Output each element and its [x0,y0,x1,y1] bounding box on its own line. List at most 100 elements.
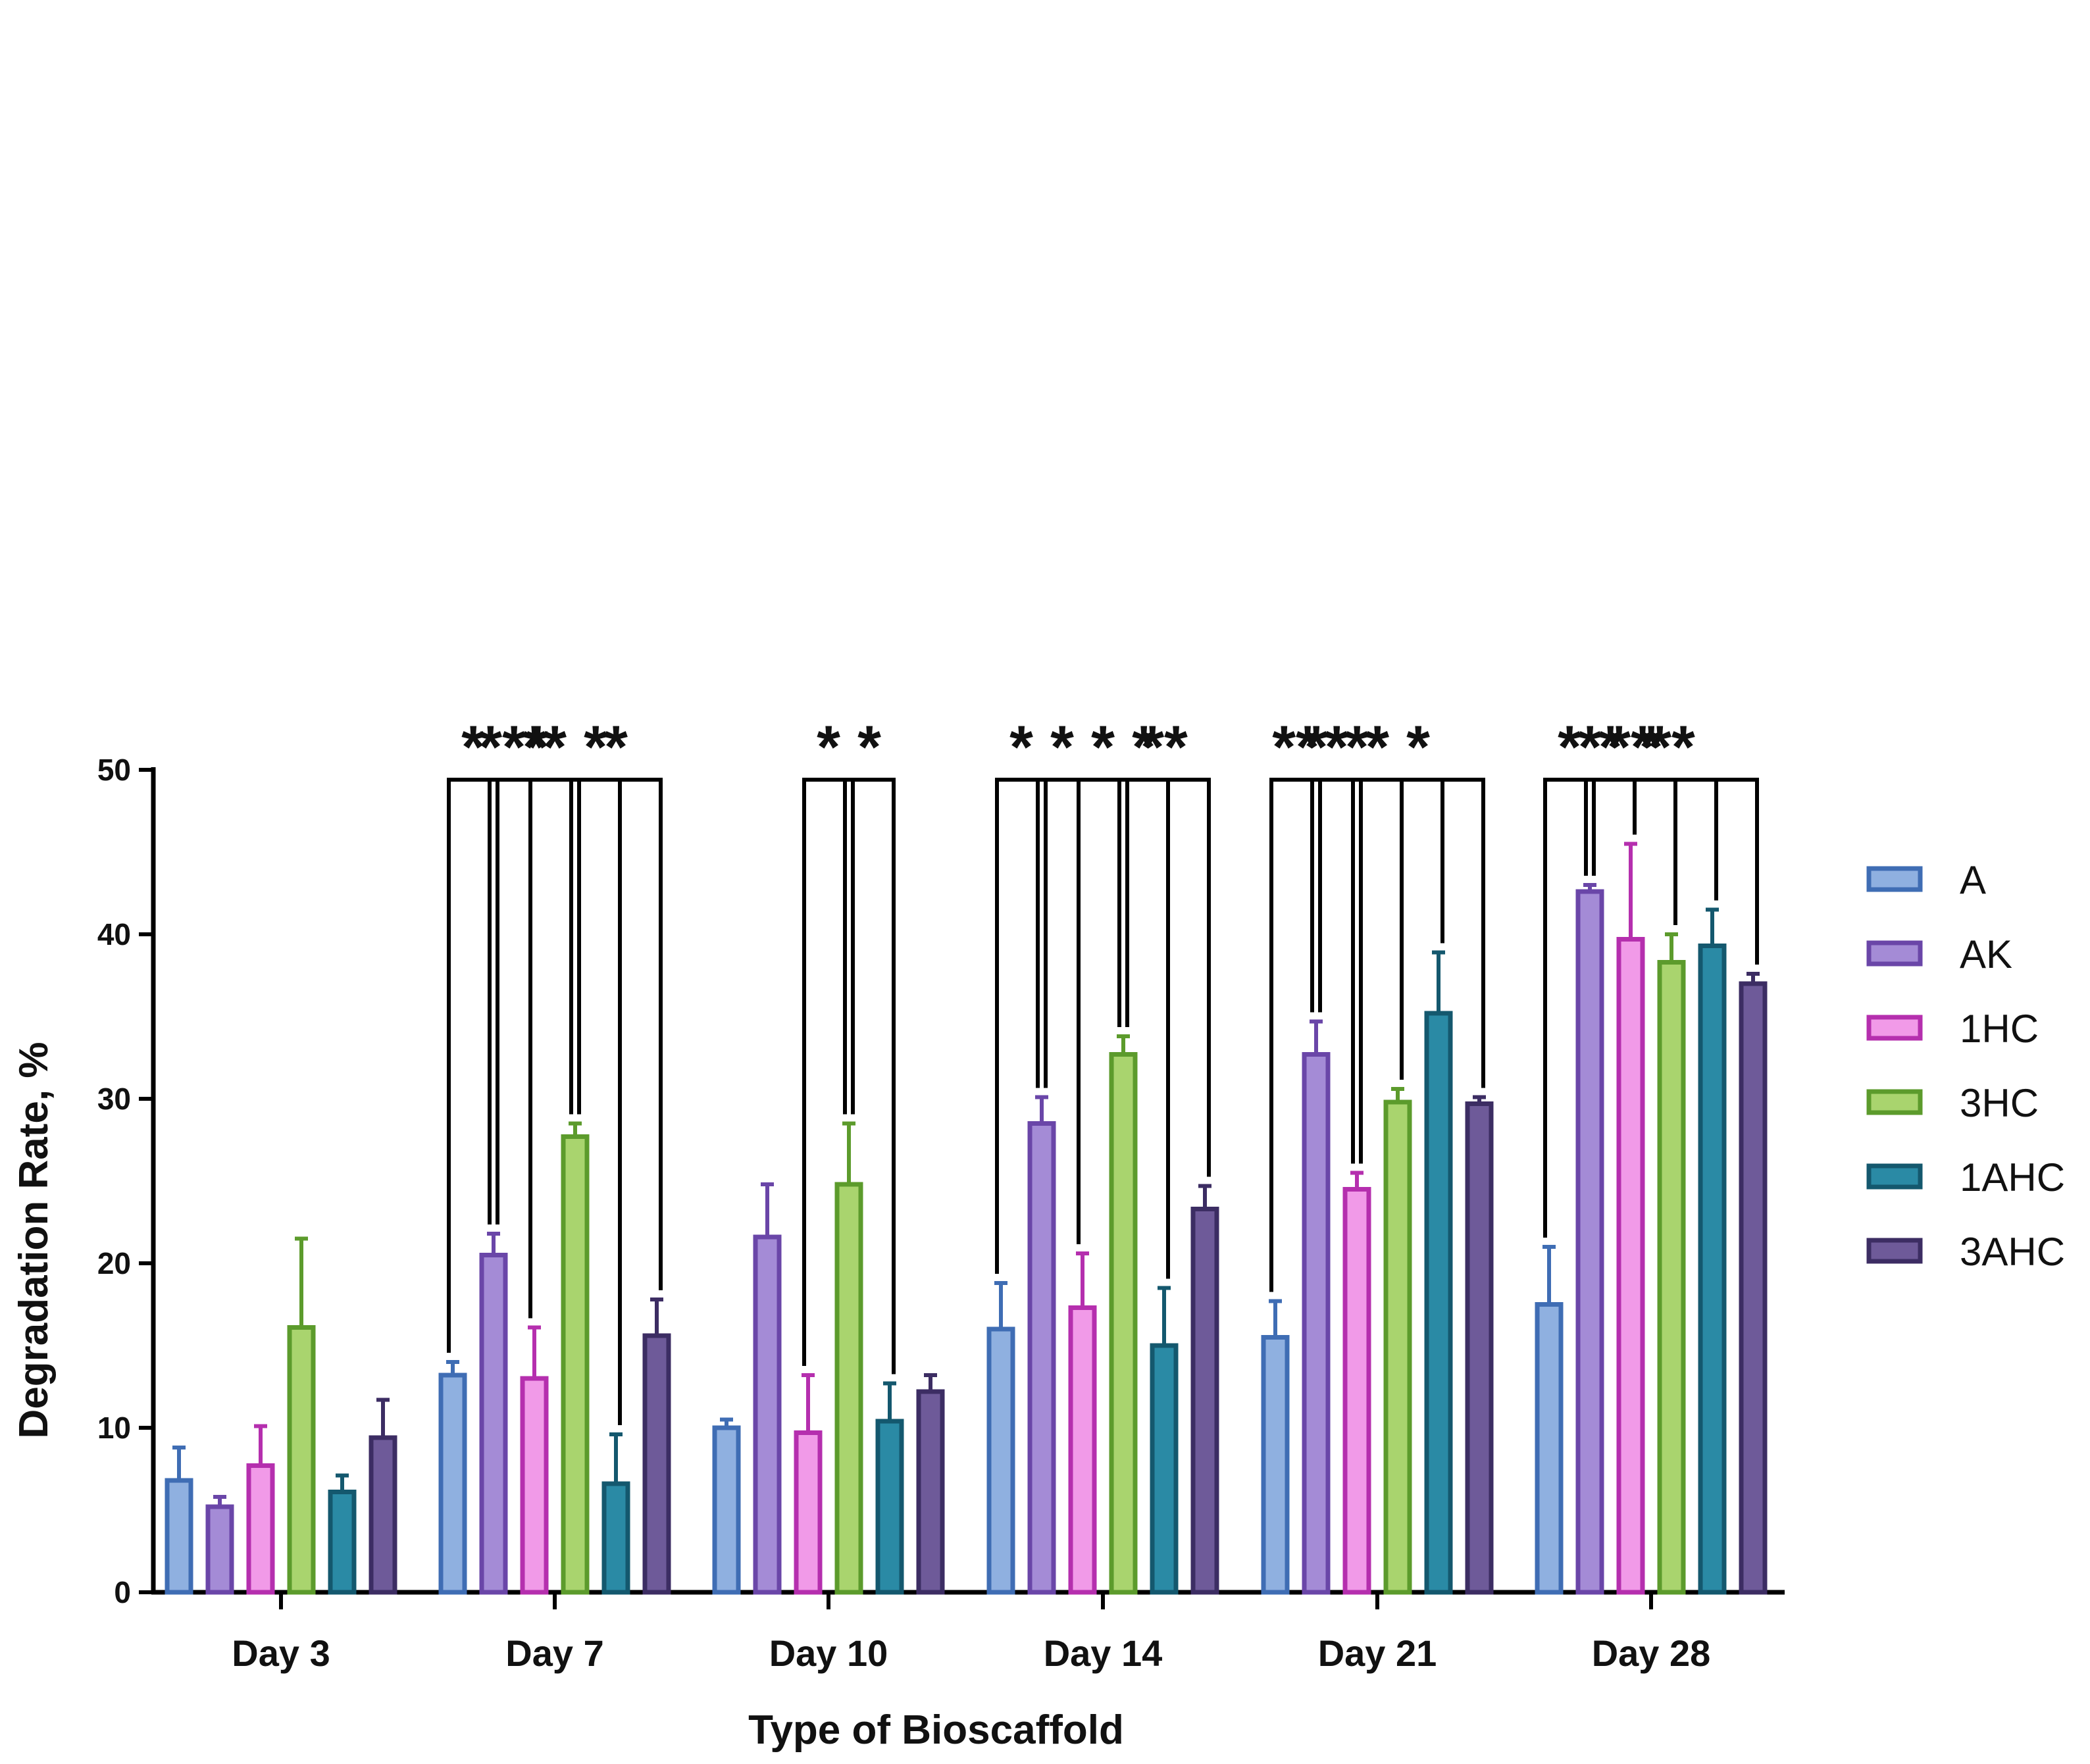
bar [1027,1121,1056,1595]
bar [1383,1099,1412,1595]
significance-bracket [447,778,581,1353]
bar [875,1419,904,1595]
axes-group: 0 10 20 30 40 50 Day 3 Day 7 Day 10 Day 14 Day 21 D… [97,753,1785,1674]
significance-bracket [802,778,855,1366]
bar [328,1490,357,1595]
significance-label: * [584,714,607,781]
y-axis-title: Degradation Rate, % [11,1042,57,1439]
x-tick-label: Day 10 [769,1632,888,1674]
legend-label: AK [1960,932,2012,976]
significance-label: * [1132,714,1156,781]
legend-swatch [1866,1163,1923,1190]
bar [1342,1187,1371,1595]
significance-bracket [1543,778,1759,1238]
legend-swatch [1866,1015,1923,1041]
significance-label: * [857,714,881,781]
bar [479,1253,508,1595]
legend-label: 3AHC [1960,1230,2065,1274]
significance-label: * [522,714,546,781]
bar [1657,960,1686,1595]
significance-label: * [604,714,628,781]
bar [561,1134,590,1595]
significance-label: ** [1648,714,1695,781]
legend-swatch [1866,940,1923,967]
y-tick-label: 0 [114,1575,131,1609]
bar [1261,1335,1290,1595]
significance-bracket [995,778,1129,1274]
y-tick-label: 40 [97,917,131,951]
bar [1068,1305,1097,1595]
legend-label: 3HC [1960,1081,2039,1125]
significance-group: * * ** ***** * * * ** **** ** ** ***** * ******* [447,714,1759,1425]
bar [438,1373,467,1595]
bar [986,1326,1015,1595]
bar [1535,1302,1564,1595]
significance-label: * [543,714,567,781]
legend: A AK 1HC 3HC 1AHC 3AHC [1866,858,2065,1274]
bar [1150,1343,1179,1595]
bar [753,1234,782,1595]
bar [1698,944,1727,1595]
legend-label: 1AHC [1960,1155,2065,1199]
bar [1575,889,1604,1595]
significance-bracket [1269,778,1404,1292]
significance-label: * [1365,714,1389,781]
bar [246,1463,275,1595]
significance-label: * [1091,714,1115,781]
bar [287,1325,316,1595]
significance-label: * [1345,714,1369,781]
bar [1616,937,1645,1595]
significance-label: ** [1272,714,1319,781]
legend-label: A [1960,858,1986,902]
bar [1465,1101,1494,1595]
x-tick-label: Day 21 [1318,1632,1437,1674]
x-tick-label: Day 3 [232,1632,330,1674]
bar [601,1481,630,1595]
legend-swatch [1866,866,1923,892]
significance-bracket [1036,778,1170,1279]
significance-label: * [1325,714,1348,781]
bar [520,1376,549,1595]
bar [916,1389,945,1595]
bar [1424,1011,1453,1595]
x-tick-label: Day 7 [505,1632,603,1674]
y-tick-label: 10 [97,1411,131,1445]
significance-label: * [1091,714,1115,781]
significance-label: * [461,714,485,781]
x-tick-label: Day 14 [1044,1632,1163,1674]
y-tick-label: 50 [97,753,131,787]
significance-label: * [543,714,567,781]
significance-label: * [1365,714,1389,781]
significance-label: * [1558,714,1581,781]
significance-bracket [843,778,896,1374]
significance-label: *** [478,714,549,781]
y-tick-label: 20 [97,1246,131,1280]
significance-label: * [1050,714,1074,781]
x-axis-title: Type of Bioscaffold [748,1707,1124,1753]
bar [1190,1207,1219,1595]
significance-bracket [1269,778,1485,1292]
significance-bracket [1351,778,1485,1164]
significance-label: * [1304,714,1328,781]
bar [205,1504,234,1595]
bar [1109,1052,1138,1595]
bar [1739,981,1768,1595]
significance-label: * [1406,714,1430,781]
bars-group [165,842,1768,1595]
significance-label: ** [1607,714,1654,781]
significance-label: * [1598,714,1622,781]
significance-bracket [1543,778,1677,1238]
significance-label: * [1639,714,1663,781]
significance-label: * [1009,714,1033,781]
bar [1302,1052,1331,1595]
significance-label: * [1325,714,1348,781]
bar [712,1425,741,1595]
significance-bracket [488,778,622,1425]
legend-swatch [1866,1238,1923,1264]
significance-label: * [1578,714,1602,781]
bar [834,1182,863,1595]
legend-swatch [1866,1089,1923,1115]
y-tick-label: 30 [97,1082,131,1116]
x-tick-label: Day 28 [1592,1632,1711,1674]
